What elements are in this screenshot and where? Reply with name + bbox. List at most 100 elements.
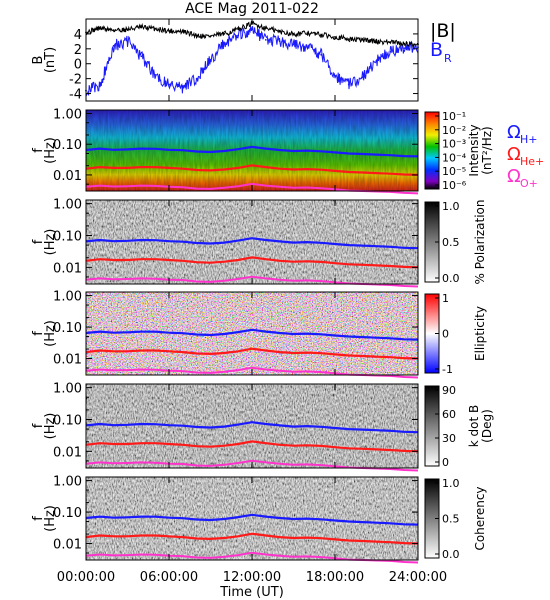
kdotb-ylabel-bottom: (Hz) bbox=[43, 413, 58, 440]
coherency-ylabel-bottom: (Hz) bbox=[43, 505, 58, 532]
bmag-point-1 bbox=[98, 27, 101, 29]
ellipticity-panel: 1.00 0.10 0.01 f(Hz) 1 0 -1 Ellipticity bbox=[31, 290, 487, 379]
br-point-8 bbox=[195, 77, 198, 80]
intensity-gyro-Hplus bbox=[85, 145, 419, 158]
field-ytick-label-3: -2 bbox=[69, 73, 82, 88]
intensity-cb-label-1: 10⁻² bbox=[442, 124, 466, 137]
polarization-panel: 1.00 0.10 0.01 f(Hz) 1.0 0.5 0.0 % Polarization bbox=[31, 198, 487, 288]
panels: 420-2-4B(nT)|B|B R1.000.100.01f(Hz)10⁻¹10… bbox=[31, 18, 544, 564]
polarization-cb-title: % Polarization bbox=[473, 200, 487, 285]
ellipticity-cb-label-1: 0 bbox=[442, 328, 449, 341]
polarization-ytick-label-0: 1.00 bbox=[53, 198, 82, 213]
ellipticity-gyro-Heplus bbox=[85, 347, 419, 360]
ellipticity-cb-label-0: 1 bbox=[442, 292, 449, 305]
bmag-point-16 bbox=[306, 32, 309, 35]
br-point-19 bbox=[347, 83, 350, 86]
br-trace bbox=[85, 26, 419, 97]
ellipticity-ytick-label-2: 0.01 bbox=[53, 353, 82, 368]
polarization-ytick-label-1: 0.10 bbox=[53, 229, 82, 244]
ellipticity-cb-label-2: -1 bbox=[442, 363, 453, 376]
br-point-12 bbox=[251, 28, 253, 31]
xtick-label-1: 06:00:00 bbox=[140, 570, 198, 585]
intensity-ylabel-top: f bbox=[31, 148, 46, 153]
time-axis: 00:00:00 06:00:00 12:00:00 18:00:00 24:00:00 bbox=[57, 19, 447, 585]
coherency-ytick-label-1: 0.10 bbox=[53, 506, 82, 521]
kdotb-texture bbox=[86, 384, 418, 468]
br-point-21 bbox=[375, 59, 378, 62]
kdotb-cb-label-1: 60 bbox=[442, 408, 456, 421]
intensity-gyro-Heplus bbox=[85, 164, 419, 176]
br-point-16 bbox=[306, 46, 309, 49]
ellipticity-ytick-label-1: 0.10 bbox=[53, 321, 82, 336]
polarization-gyro-Heplus bbox=[85, 256, 419, 269]
kdotb-cb-title-bottom: (Deg) bbox=[480, 409, 494, 443]
kdotb-ytick-label-0: 1.00 bbox=[53, 382, 82, 397]
field-ylabel-bottom: (nT) bbox=[43, 47, 58, 73]
xtick-label-0: 00:00:00 bbox=[57, 570, 115, 585]
polarization-ylabel-top: f bbox=[31, 239, 46, 244]
ellipticity-gyro-Hplus bbox=[85, 328, 419, 341]
polarization-ytick-label-2: 0.01 bbox=[53, 261, 82, 276]
br-point-3 bbox=[126, 40, 129, 43]
bmag-point-18 bbox=[334, 36, 336, 38]
ellipticity-ylabel-bottom: (Hz) bbox=[43, 320, 58, 347]
br-point-10 bbox=[223, 42, 226, 44]
xtick-label-2: 12:00:00 bbox=[223, 570, 281, 585]
figure-title: ACE Mag 2011-022 bbox=[185, 1, 319, 17]
xtick-label-3: 18:00:00 bbox=[306, 570, 364, 585]
bmag-point-23 bbox=[403, 42, 406, 45]
kdotb-cb-label-3: 0 bbox=[442, 456, 449, 469]
bmag-point-22 bbox=[389, 41, 392, 43]
coherency-gyro-Heplus bbox=[85, 532, 419, 545]
bmag-point-8 bbox=[195, 34, 198, 37]
intensity-colorbar bbox=[424, 111, 440, 190]
bmag-point-15 bbox=[292, 33, 295, 35]
bmag-point-6 bbox=[168, 30, 170, 32]
legend-omega-2: Ω bbox=[507, 166, 521, 187]
br-point-15 bbox=[292, 43, 295, 46]
legend-omega-0: Ω bbox=[507, 122, 521, 143]
intensity-cb-label-4: 10⁻⁵ bbox=[442, 165, 466, 178]
br-point-18 bbox=[334, 74, 336, 77]
x-axis-label: Time (UT) bbox=[219, 585, 284, 600]
intensity-panel: 1.00 0.10 0.01 f(Hz) 10⁻¹10⁻²10⁻³10⁻⁴10⁻⁵10⁻… bbox=[31, 108, 544, 195]
coherency-ytick-label-2: 0.01 bbox=[53, 538, 82, 553]
polarization-ylabel-bottom: (Hz) bbox=[43, 229, 58, 256]
bmag-point-11 bbox=[237, 28, 240, 31]
intensity-cb-title-top: Intensity bbox=[467, 124, 481, 176]
intensity-cb-label-0: 10⁻¹ bbox=[442, 110, 466, 123]
bmag-point-2 bbox=[112, 29, 115, 32]
field-ytick-label-4: -4 bbox=[69, 88, 82, 103]
bmag-point-21 bbox=[375, 40, 378, 43]
coherency-ylabel-top: f bbox=[31, 516, 46, 521]
bmag-point-5 bbox=[154, 27, 157, 30]
intensity-cb-label-5: 10⁻⁶ bbox=[442, 179, 467, 192]
bmag-point-14 bbox=[278, 30, 281, 33]
ellipticity-ylabel-top: f bbox=[31, 331, 46, 336]
br-point-13 bbox=[264, 39, 267, 41]
field-ytick-label-0: 4 bbox=[74, 28, 82, 43]
kdotb-cb-label-0: 90 bbox=[442, 384, 456, 397]
br-point-2 bbox=[112, 44, 115, 47]
intensity-cb-title-bottom: (nT²/Hz) bbox=[480, 126, 494, 174]
ellipticity-texture bbox=[86, 292, 418, 375]
coherency-gyro-Hplus bbox=[85, 513, 419, 526]
coherency-ytick-label-0: 1.00 bbox=[53, 475, 82, 490]
legend-br: B bbox=[430, 39, 443, 61]
bmag-point-9 bbox=[209, 35, 212, 37]
ellipticity-ytick-label-0: 1.00 bbox=[53, 290, 82, 305]
polarization-cb-label-2: 0.0 bbox=[442, 272, 460, 285]
legend-br-sub: R bbox=[444, 52, 452, 65]
legend-omega-sub-2: O+ bbox=[520, 177, 538, 190]
intensity-ytick-label-2: 0.01 bbox=[53, 169, 82, 184]
kdotb-gyro-Hplus bbox=[85, 421, 419, 434]
legend-omega-sub-0: H+ bbox=[520, 133, 538, 146]
br-point-20 bbox=[361, 76, 364, 78]
intensity-ytick-label-1: 0.10 bbox=[53, 138, 82, 153]
kdotb-ytick-label-2: 0.01 bbox=[53, 445, 82, 460]
bmag-point-13 bbox=[264, 27, 267, 29]
bmag-point-10 bbox=[223, 33, 226, 35]
intensity-ylabel-bottom: (Hz) bbox=[43, 137, 58, 164]
field-plot-area bbox=[86, 19, 418, 101]
